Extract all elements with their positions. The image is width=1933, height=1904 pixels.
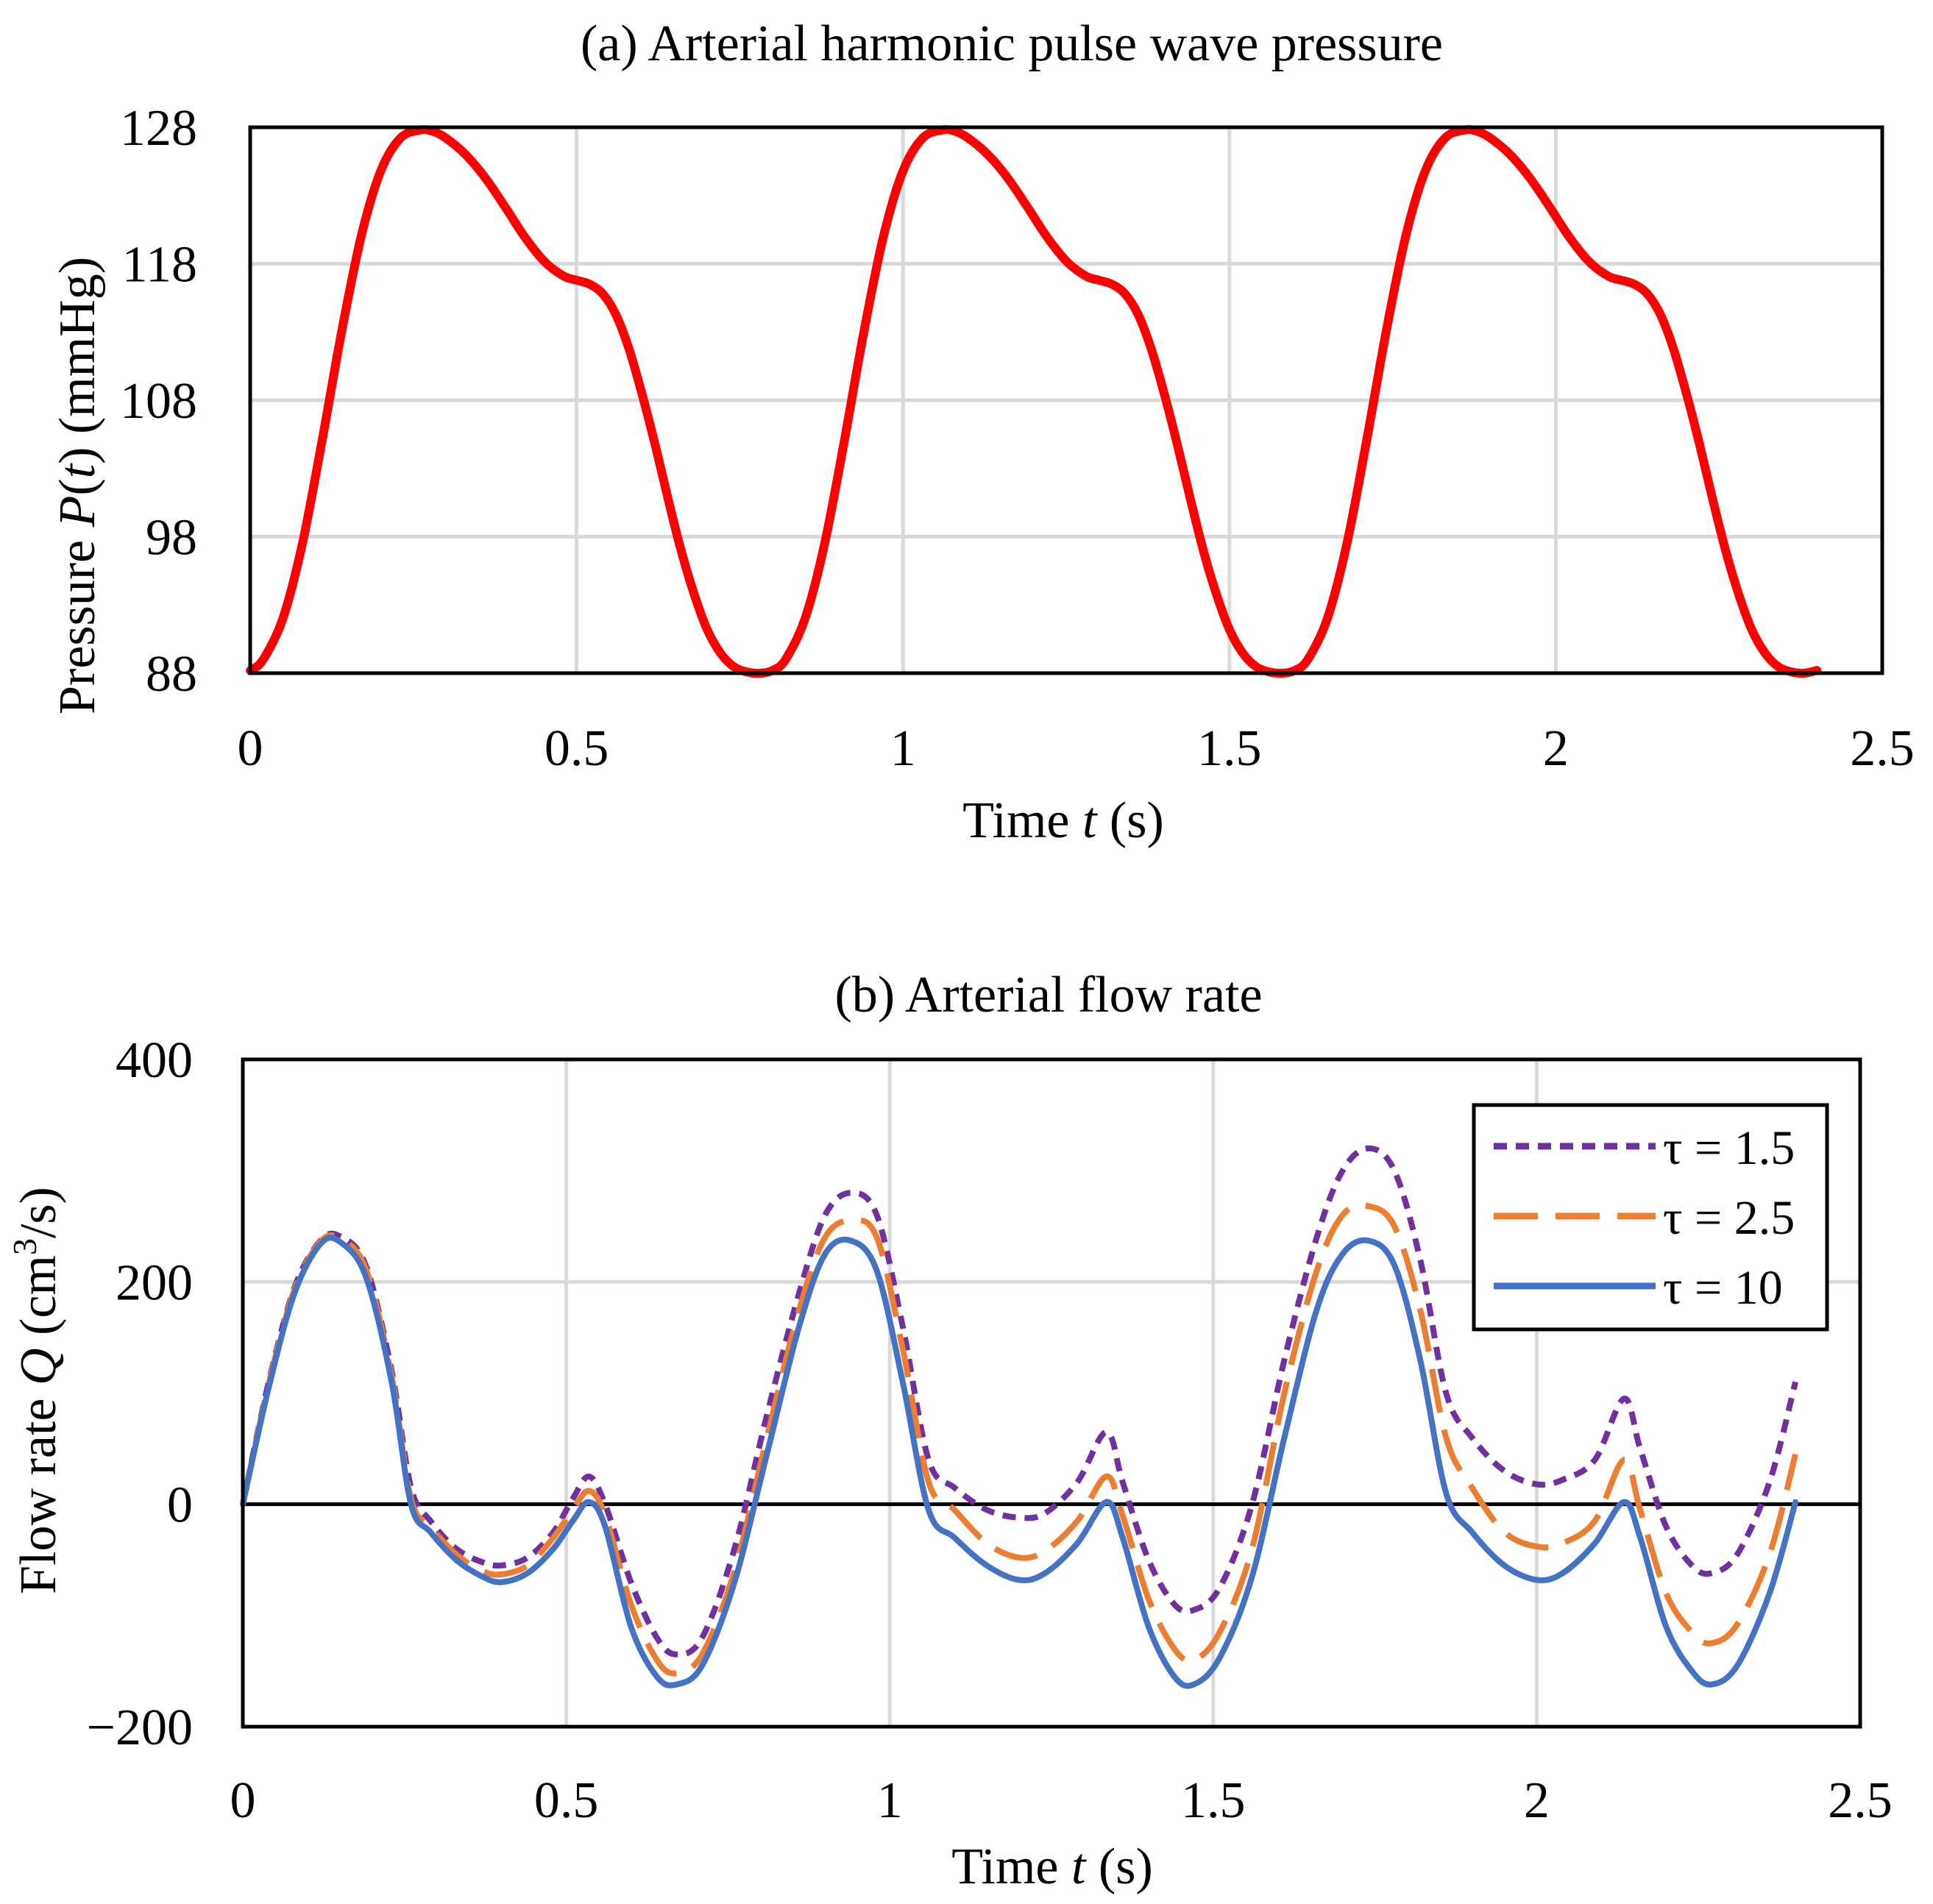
chart-a-y-axis-label-arg: t [49,463,106,478]
y-tick-label: 400 [116,1032,193,1089]
x-tick-label: 0 [230,1772,256,1829]
x-tick-label: 0.5 [545,720,609,777]
chart-a-plot-frame [248,125,1884,675]
chart-b-y-axis-label-prefix: Flow rate [10,1385,67,1594]
chart-b-legend-items: τ = 1.5 τ = 2.5 τ = 10 [1494,1121,1795,1315]
chart-b-plot-frame [241,1057,1862,1729]
x-tick-label: 0.5 [534,1772,599,1829]
chart-b-y-tick-labels: −200 0 200 400 [87,1032,193,1756]
chart-a: (a) Arterial harmonic pulse wave pressur… [49,15,1915,849]
series-line [240,1145,1798,1658]
series-line [240,1235,1799,1689]
x-tick-label: 1 [877,1772,903,1829]
chart-a-gridlines [250,127,1882,673]
chart-a-x-axis-label: Time t (s) [962,792,1164,849]
chart-a-y-axis-label-suffix: (mmHg) [49,257,106,447]
x-tick-label: 1 [890,720,916,777]
legend-label: τ = 1.5 [1663,1121,1795,1175]
chart-b-y-axis-label-var: Q [10,1348,67,1385]
chart-a-x-tick-labels: 0 0.5 1 1.5 2 2.5 [238,720,1915,777]
y-tick-label: 128 [120,100,197,157]
chart-b-y-axis-label-sup: 3 [6,1238,43,1255]
x-tick-label: 2 [1524,1772,1550,1829]
chart-a-y-axis-label-close: ) [49,447,106,464]
chart-a-y-tick-labels: 88 98 108 118 128 [120,100,197,703]
chart-b-x-axis-label: Time t (s) [951,1839,1153,1895]
chart-b-x-axis-label-var: t [1071,1839,1087,1895]
x-tick-label: 0 [238,720,263,777]
y-tick-label: 88 [146,646,197,703]
legend-label: τ = 10 [1663,1261,1783,1315]
y-tick-label: 98 [146,510,197,566]
chart-a-x-axis-label-var: t [1082,792,1098,849]
chart-a-title: (a) Arterial harmonic pulse wave pressur… [581,15,1443,72]
series-line [240,1202,1798,1677]
y-tick-label: −200 [87,1699,193,1756]
chart-a-series [246,125,1822,678]
chart-b-series [240,1145,1799,1689]
chart-b: (b) Arterial flow rate −200 0 200 400 0 0.5 1… [6,967,1893,1895]
chart-b-y-axis-label-unit: (cm [10,1255,67,1348]
chart-b-y-axis-label: Flow rate Q (cm3/s) [6,1187,67,1594]
chart-b-title: (b) Arterial flow rate [834,967,1262,1023]
chart-b-y-axis-label-unit-end: /s) [10,1187,67,1238]
y-tick-label: 0 [167,1477,193,1534]
chart-a-y-axis-label-prefix: Pressure [49,527,106,714]
x-tick-label: 1.5 [1197,720,1262,777]
chart-b-x-tick-labels: 0 0.5 1 1.5 2 2.5 [230,1772,1893,1829]
x-tick-label: 2 [1543,720,1569,777]
series-line [246,125,1822,678]
chart-a-x-axis-label-suffix: (s) [1096,792,1163,849]
chart-b-x-axis-label-suffix: (s) [1085,1839,1152,1895]
chart-a-y-axis-label: Pressure P(t) (mmHg) [49,257,106,714]
x-tick-label: 1.5 [1181,1772,1246,1829]
chart-a-x-axis-label-prefix: Time [962,792,1082,849]
chart-b-x-axis-label-prefix: Time [951,1839,1071,1895]
legend-label: τ = 2.5 [1663,1191,1795,1245]
x-tick-label: 2.5 [1828,1772,1893,1829]
chart-a-y-axis-label-open: ( [49,478,106,495]
x-tick-label: 2.5 [1850,720,1915,777]
y-tick-label: 108 [120,373,197,430]
chart-b-legend: τ = 1.5 τ = 2.5 τ = 10 [1472,1103,1829,1332]
y-tick-label: 200 [116,1254,193,1311]
y-tick-label: 118 [122,237,197,294]
chart-a-y-axis-label-var: P [49,496,106,528]
